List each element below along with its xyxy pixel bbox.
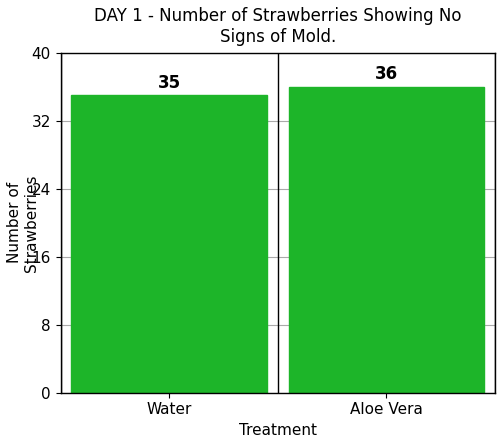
Bar [71,95,267,393]
Text: 36: 36 [374,65,397,84]
Text: 35: 35 [157,74,180,92]
Title: DAY 1 - Number of Strawberries Showing No
Signs of Mold.: DAY 1 - Number of Strawberries Showing N… [94,7,460,46]
Y-axis label: Number of
Strawberries: Number of Strawberries [7,174,39,271]
Bar [288,87,483,393]
X-axis label: Treatment: Treatment [238,423,316,438]
